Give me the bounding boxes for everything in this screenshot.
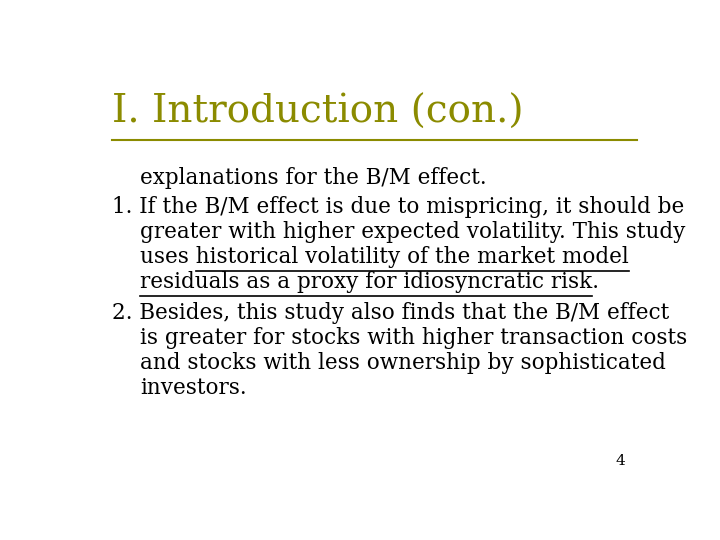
Text: 4: 4 [616, 454, 626, 468]
Text: and stocks with less ownership by sophisticated: and stocks with less ownership by sophis… [140, 352, 666, 374]
Text: I. Introduction (con.): I. Introduction (con.) [112, 94, 524, 131]
Text: is greater for stocks with higher transaction costs: is greater for stocks with higher transa… [140, 327, 688, 349]
Text: uses historical volatility of the market model: uses historical volatility of the market… [140, 246, 629, 268]
Text: uses: uses [140, 246, 196, 268]
Text: greater with higher expected volatility. This study: greater with higher expected volatility.… [140, 221, 685, 242]
Text: explanations for the B/M effect.: explanations for the B/M effect. [140, 167, 487, 188]
Text: residuals as a proxy for idiosyncratic risk.: residuals as a proxy for idiosyncratic r… [140, 271, 599, 293]
Text: investors.: investors. [140, 377, 247, 399]
Text: residuals as a proxy for idiosyncratic risk: residuals as a proxy for idiosyncratic r… [140, 271, 593, 293]
Text: 2. Besides, this study also finds that the B/M effect: 2. Besides, this study also finds that t… [112, 302, 670, 324]
Text: 1. If the B/M effect is due to mispricing, it should be: 1. If the B/M effect is due to mispricin… [112, 196, 685, 218]
